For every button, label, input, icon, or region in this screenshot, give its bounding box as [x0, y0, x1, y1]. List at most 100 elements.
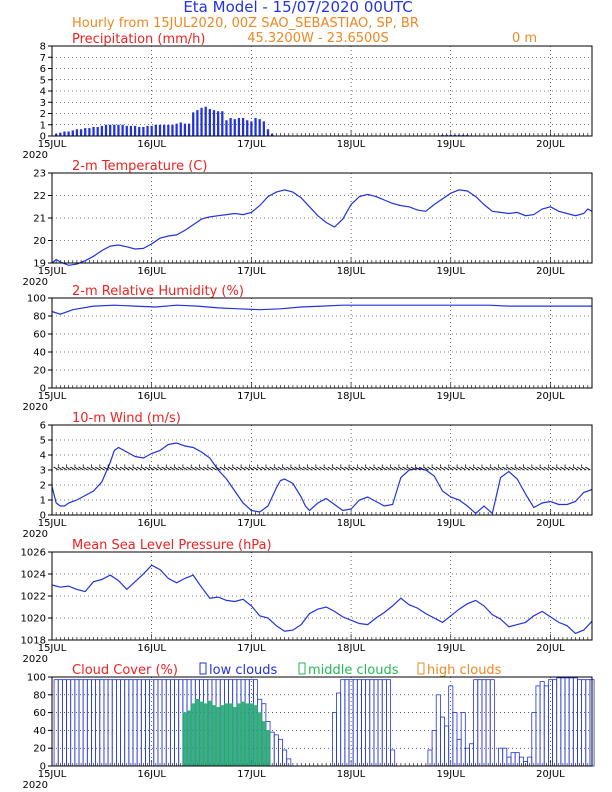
wind-barb [489, 466, 496, 471]
precip-bar [233, 119, 236, 136]
precip-bar [100, 125, 103, 136]
wind-barb [265, 466, 271, 471]
wind-barb [178, 466, 184, 471]
low-cloud-bar [381, 679, 387, 767]
wind-barb [315, 466, 321, 471]
middle-clouds-legend-swatch [298, 662, 306, 675]
precip-bar [258, 119, 261, 136]
low-cloud-bar [111, 679, 117, 767]
x-tick-label: 17JUL [237, 643, 266, 654]
low-cloud-bar [552, 679, 558, 767]
wind-barb [360, 466, 367, 471]
middle-cloud-bar [186, 710, 192, 767]
precip-bar [449, 134, 452, 136]
x-tick-label: 19JUL [436, 139, 465, 150]
wind-barb [439, 466, 446, 471]
wind-barb [103, 466, 109, 471]
wind-barb [190, 466, 196, 471]
low-cloud-bar [57, 679, 63, 767]
wind-barb [310, 466, 317, 471]
wind-barb [219, 466, 226, 471]
x-tick-label: 16JUL [137, 266, 166, 277]
low-cloud-bar [140, 679, 146, 767]
x-tick-label: 19JUL [436, 518, 465, 529]
precip-bar [441, 134, 444, 136]
low-cloud-bar [165, 679, 171, 767]
temperature-title: 2-m Temperature (C) [72, 159, 207, 174]
wind-barb [115, 466, 122, 471]
wind-barb [506, 466, 512, 471]
x-tick-label: 20JUL [536, 266, 565, 277]
wind-barb [223, 466, 230, 471]
low-cloud-bar [535, 685, 541, 767]
precip-bar [462, 134, 465, 136]
middle-cloud-bar [199, 701, 204, 767]
wind-barb [477, 466, 483, 471]
wind-barb [485, 466, 491, 471]
y-tick-label: 100 [27, 673, 46, 684]
wind-barb [248, 466, 255, 471]
wind-barb [427, 466, 433, 471]
wind-barb [240, 466, 246, 471]
wind-barb [128, 466, 134, 471]
wind-barb [107, 466, 113, 471]
precip-bar [212, 110, 216, 136]
station-elevation: 0 m [512, 31, 537, 46]
low-cloud-bar [556, 677, 562, 767]
low-cloud-bar [473, 679, 479, 767]
wind-barb [136, 466, 142, 471]
y-tick-label: 1018 [21, 636, 46, 647]
low-cloud-bar [377, 679, 383, 767]
precip-bar [466, 134, 469, 136]
wind-barb [273, 466, 280, 471]
x-tick-label: 15JUL [38, 518, 67, 529]
wind-barb [202, 466, 209, 471]
x-tick-label: 16JUL [137, 391, 166, 402]
x-tick-label: 18JUL [337, 139, 366, 150]
x-tick-label: 15JUL [38, 769, 67, 780]
humidity-title: 2-m Relative Humidity (%) [72, 284, 244, 299]
high-clouds-legend-label: high clouds [427, 663, 502, 678]
low-cloud-bar [336, 692, 342, 767]
wind-barb [169, 466, 176, 471]
wind-barb [198, 466, 205, 471]
x-tick-label: 17JUL [237, 391, 266, 402]
precip-bar [266, 129, 270, 136]
low-cloud-bar [128, 679, 134, 767]
low-cloud-bar [456, 738, 462, 767]
low-cloud-bar [169, 679, 175, 767]
wind-barb [53, 466, 59, 471]
precip-bar [171, 124, 174, 136]
y-tick-label: 60 [33, 330, 46, 341]
y-tick-label: 80 [33, 690, 46, 701]
wind-barb [61, 466, 68, 471]
x-tick-label: 19JUL [436, 643, 465, 654]
wind-barb [82, 466, 88, 471]
x-tick-label: 19JUL [436, 391, 465, 402]
wind-barb [335, 466, 342, 471]
clouds-title: Cloud Cover (%) [72, 663, 178, 678]
humidity-panel: 0 20 40 60 80 100 15JUL 16JUL 17JUL 18JUL 19JUL 20J… [23, 284, 593, 413]
y-tick-label: 2 [40, 481, 46, 492]
precip-bar [262, 121, 265, 136]
x-year-label: 2020 [23, 654, 48, 665]
precip-bar [187, 123, 191, 136]
x-tick-label: 16JUL [137, 643, 166, 654]
pressure-panel: 1018 1020 1022 1024 1026 15JUL 16JUL 17JUL 18JUL… [21, 538, 593, 665]
y-tick-label: 5 [40, 436, 46, 447]
wind-barb [70, 466, 76, 471]
wind-barb [99, 466, 105, 471]
middle-cloud-bar [207, 700, 213, 767]
wind-barb [497, 466, 504, 471]
low-cloud-bar [560, 677, 566, 767]
x-tick-label: 20JUL [536, 769, 565, 780]
wind-barb [443, 466, 450, 471]
x-year-label: 2020 [23, 780, 48, 791]
x-year-label: 2020 [23, 402, 48, 413]
middle-cloud-bar [190, 703, 196, 767]
precip-bar [59, 132, 62, 136]
precip-bar [67, 131, 70, 136]
wind-barb [560, 466, 566, 471]
precip-bar [138, 127, 141, 136]
precip-bar [146, 125, 149, 136]
